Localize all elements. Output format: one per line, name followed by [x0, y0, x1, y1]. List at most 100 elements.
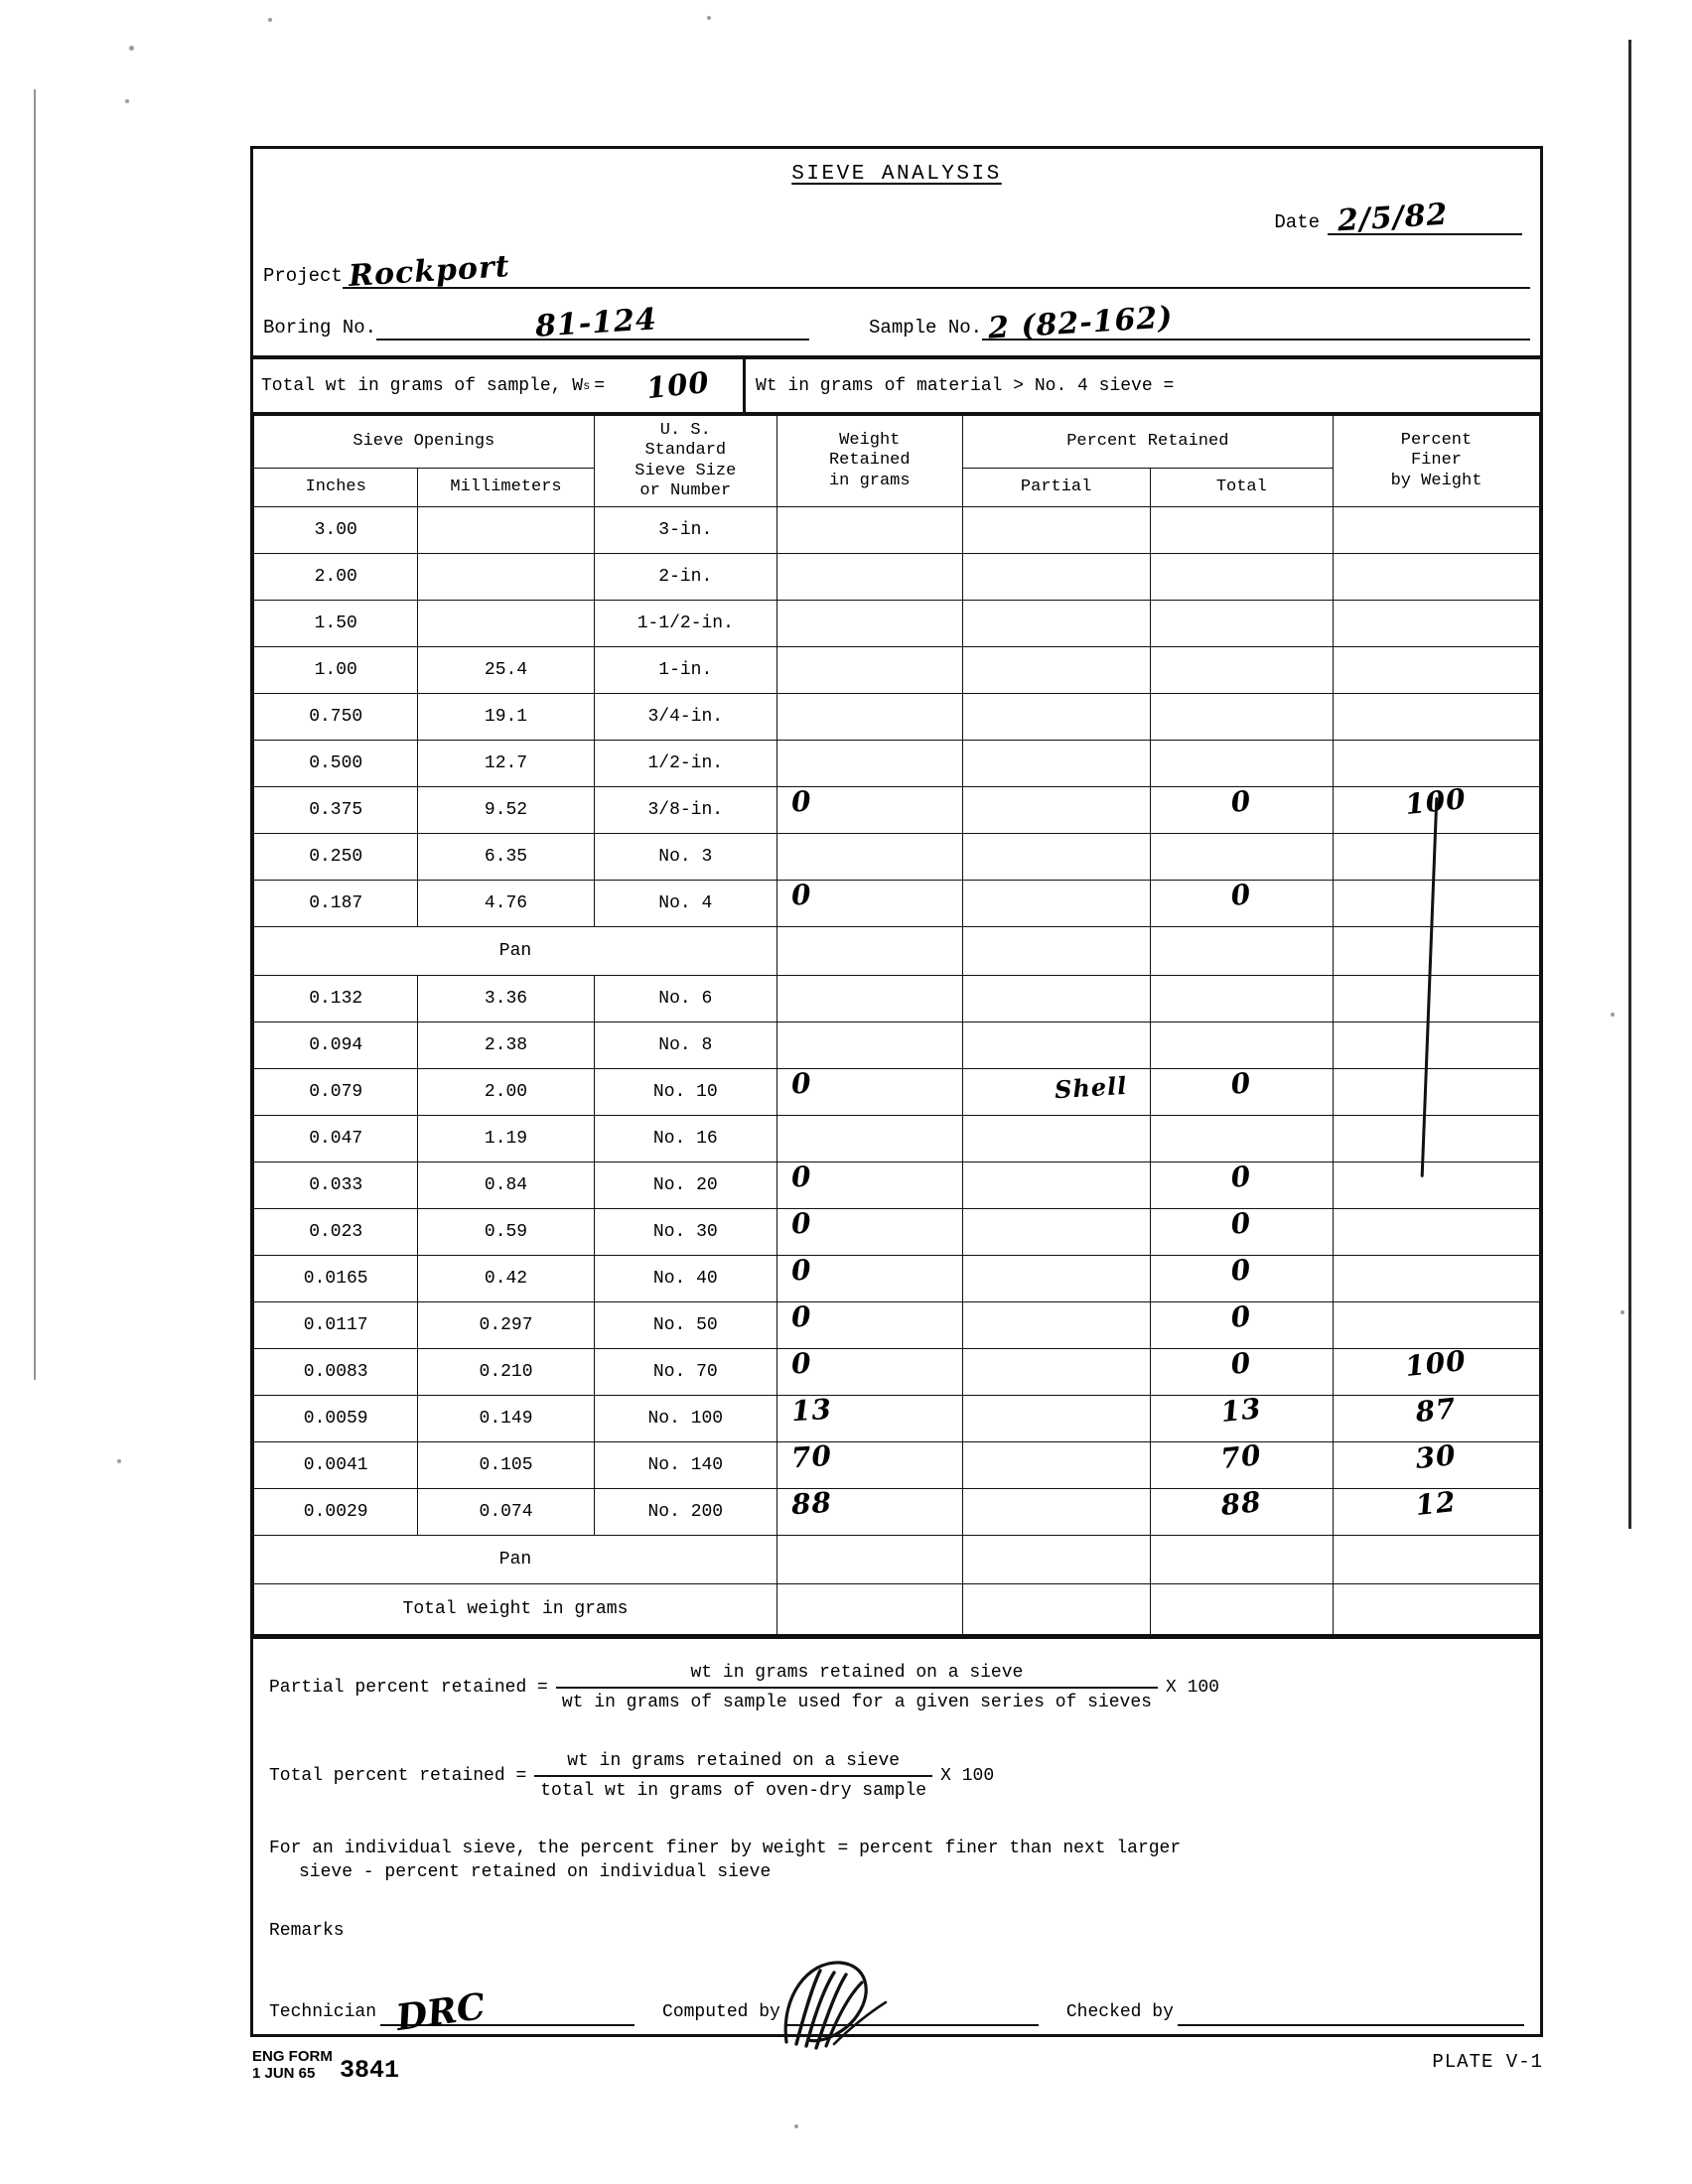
- cell-empty[interactable]: [1332, 1115, 1541, 1162]
- boring-value-line[interactable]: 81-124: [376, 302, 810, 344]
- cell-handwritten[interactable]: 0: [1149, 784, 1334, 834]
- cell-empty[interactable]: [1332, 1255, 1541, 1302]
- cell-empty[interactable]: [776, 646, 963, 694]
- cell-partial[interactable]: [961, 646, 1151, 694]
- cell-empty[interactable]: [1149, 975, 1334, 1023]
- project-field[interactable]: Project Rockport: [263, 249, 1530, 294]
- cell-handwritten[interactable]: 0: [1149, 1160, 1334, 1209]
- total-weight-cell-partial[interactable]: [961, 1583, 1151, 1635]
- pan-upper-total[interactable]: [1149, 926, 1334, 976]
- cell-partial[interactable]: [961, 1255, 1151, 1302]
- cell-empty[interactable]: [776, 1022, 963, 1069]
- cell-partial[interactable]: [961, 600, 1151, 647]
- cell-partial[interactable]: [961, 975, 1151, 1023]
- cell-empty[interactable]: [1149, 600, 1334, 647]
- cell-handwritten[interactable]: 0: [776, 1299, 963, 1349]
- cell-empty[interactable]: [1149, 740, 1334, 787]
- total-weight-cell-finer[interactable]: [1332, 1583, 1541, 1635]
- cell-empty[interactable]: [1332, 553, 1541, 601]
- cell-empty[interactable]: [1332, 506, 1541, 554]
- cell-empty[interactable]: [1149, 646, 1334, 694]
- cell-partial[interactable]: Shell: [961, 1068, 1151, 1116]
- cell-handwritten[interactable]: 0: [776, 1206, 963, 1256]
- total-weight-cell-weight[interactable]: [776, 1583, 963, 1635]
- pan-lower-partial[interactable]: [961, 1535, 1151, 1584]
- cell-empty[interactable]: [1332, 1022, 1541, 1069]
- cell-partial[interactable]: [961, 740, 1151, 787]
- cell-empty[interactable]: [776, 506, 963, 554]
- cell-empty[interactable]: [776, 600, 963, 647]
- cell-handwritten[interactable]: 0: [776, 878, 963, 927]
- date-field[interactable]: Date 2/5/82: [1274, 198, 1522, 238]
- cell-empty[interactable]: [1332, 740, 1541, 787]
- cell-handwritten[interactable]: 0: [1149, 1299, 1334, 1349]
- cell-partial[interactable]: [961, 553, 1151, 601]
- material-gt-no4-field[interactable]: Wt in grams of material > No. 4 sieve =: [746, 359, 1540, 412]
- cell-empty[interactable]: [776, 553, 963, 601]
- pan-upper-weight[interactable]: [776, 926, 963, 976]
- pan-lower-total[interactable]: [1149, 1535, 1334, 1584]
- cell-empty[interactable]: [1149, 553, 1334, 601]
- computed-by-value-line[interactable]: [783, 1961, 1039, 2051]
- cell-handwritten[interactable]: 87: [1332, 1392, 1541, 1442]
- total-weight-cell-total[interactable]: [1149, 1583, 1334, 1635]
- cell-partial[interactable]: [961, 1301, 1151, 1349]
- cell-empty[interactable]: [1332, 1208, 1541, 1256]
- project-value-line[interactable]: Rockport: [342, 249, 1530, 294]
- cell-handwritten[interactable]: 30: [1332, 1438, 1541, 1489]
- cell-empty[interactable]: [1149, 1022, 1334, 1069]
- cell-handwritten[interactable]: 0: [1149, 1206, 1334, 1256]
- cell-partial[interactable]: [961, 693, 1151, 741]
- cell-empty[interactable]: [776, 1115, 963, 1162]
- cell-empty[interactable]: [1332, 1161, 1541, 1209]
- cell-handwritten[interactable]: 13: [1149, 1392, 1334, 1442]
- cell-handwritten[interactable]: 0: [776, 1066, 963, 1116]
- cell-handwritten[interactable]: 12: [1332, 1485, 1541, 1536]
- cell-handwritten[interactable]: 70: [1149, 1438, 1334, 1489]
- cell-empty[interactable]: [1332, 880, 1541, 927]
- cell-empty[interactable]: [776, 975, 963, 1023]
- cell-handwritten[interactable]: 0: [776, 1253, 963, 1302]
- cell-handwritten[interactable]: 13: [776, 1393, 963, 1442]
- cell-handwritten[interactable]: 88: [776, 1486, 963, 1536]
- pan-lower-finer[interactable]: [1332, 1535, 1541, 1584]
- cell-handwritten[interactable]: 100: [1332, 1344, 1541, 1396]
- pan-upper-partial[interactable]: [961, 926, 1151, 976]
- cell-empty[interactable]: [776, 740, 963, 787]
- cell-partial[interactable]: [961, 1022, 1151, 1069]
- cell-handwritten[interactable]: 0: [776, 1346, 963, 1396]
- cell-partial[interactable]: [961, 1208, 1151, 1256]
- cell-empty[interactable]: [776, 833, 963, 881]
- cell-empty[interactable]: [1332, 693, 1541, 741]
- cell-partial[interactable]: [961, 880, 1151, 927]
- cell-partial[interactable]: [961, 1115, 1151, 1162]
- date-value-line[interactable]: 2/5/82: [1328, 198, 1522, 238]
- cell-partial[interactable]: [961, 506, 1151, 554]
- cell-empty[interactable]: [776, 693, 963, 741]
- cell-empty[interactable]: [1332, 1301, 1541, 1349]
- sample-value-line[interactable]: 2 (82-162): [982, 300, 1530, 346]
- cell-empty[interactable]: [1149, 833, 1334, 881]
- checked-by-value-line[interactable]: [1177, 2000, 1524, 2027]
- cell-partial[interactable]: [961, 1161, 1151, 1209]
- cell-handwritten[interactable]: 70: [776, 1439, 963, 1489]
- cell-empty[interactable]: [1332, 1068, 1541, 1116]
- cell-handwritten[interactable]: 0: [1149, 1346, 1334, 1396]
- cell-handwritten[interactable]: 0: [1149, 1253, 1334, 1302]
- pan-lower-weight[interactable]: [776, 1535, 963, 1584]
- cell-empty[interactable]: [1149, 693, 1334, 741]
- cell-partial[interactable]: [961, 1441, 1151, 1489]
- cell-empty[interactable]: [1332, 646, 1541, 694]
- cell-partial[interactable]: [961, 786, 1151, 834]
- cell-partial[interactable]: [961, 1395, 1151, 1442]
- cell-empty[interactable]: [1332, 975, 1541, 1023]
- cell-empty[interactable]: [1149, 1115, 1334, 1162]
- cell-handwritten[interactable]: 88: [1149, 1485, 1334, 1536]
- cell-handwritten[interactable]: 0: [1149, 1066, 1334, 1116]
- boring-sample-fields[interactable]: Boring No. 81-124 Sample No. 2 (82-162): [263, 300, 1530, 346]
- cell-empty[interactable]: [1332, 600, 1541, 647]
- cell-partial[interactable]: [961, 833, 1151, 881]
- cell-partial[interactable]: [961, 1348, 1151, 1396]
- cell-empty[interactable]: [1149, 506, 1334, 554]
